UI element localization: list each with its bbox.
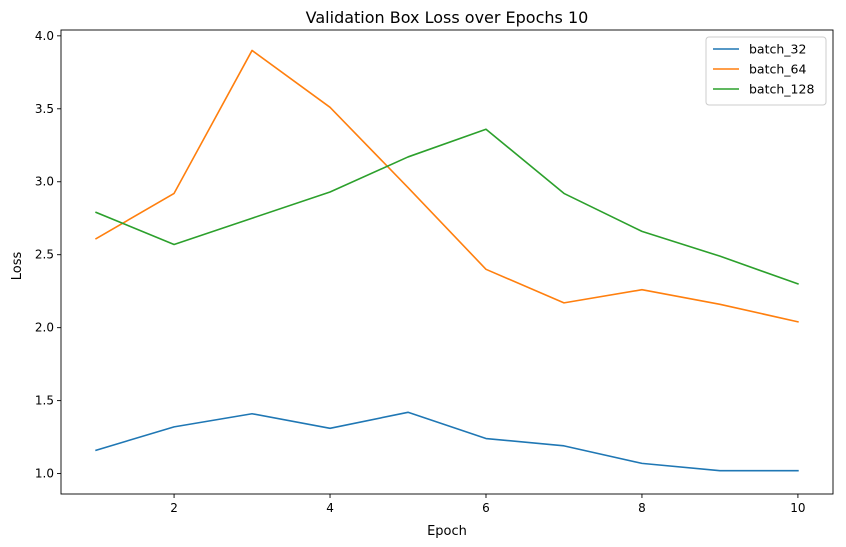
legend-label-batch_128: batch_128 bbox=[749, 82, 814, 97]
y-tick-label: 1.0 bbox=[35, 467, 54, 481]
y-tick-label: 4.0 bbox=[35, 29, 54, 43]
y-tick-label: 3.5 bbox=[35, 102, 54, 116]
y-tick-label: 1.5 bbox=[35, 394, 54, 408]
series-line-batch_64 bbox=[94, 49, 799, 323]
series-line-batch_32 bbox=[95, 411, 799, 472]
y-tick-label: 3.0 bbox=[35, 175, 54, 189]
y-tick-label: 2.0 bbox=[35, 321, 54, 335]
x-axis-label: Epoch bbox=[427, 524, 467, 539]
x-tick-label: 10 bbox=[790, 501, 805, 515]
legend-label-batch_32: batch_32 bbox=[749, 42, 806, 57]
y-tick-label: 2.5 bbox=[35, 248, 54, 262]
x-tick-label: 4 bbox=[326, 501, 334, 515]
legend: batch_32 batch_64 batch_128 bbox=[705, 36, 827, 106]
x-tick-label: 6 bbox=[482, 501, 490, 515]
plot-frame bbox=[60, 29, 834, 495]
x-tick-label: 8 bbox=[638, 501, 646, 515]
x-tick-label: 2 bbox=[170, 501, 178, 515]
legend-box bbox=[705, 36, 827, 106]
plot-area: 2 4 6 8 101.01.52.02.53.03.54.0batch_32batch… bbox=[35, 29, 834, 515]
y-axis-label: Loss bbox=[10, 252, 25, 281]
legend-label-batch_64: batch_64 bbox=[749, 62, 806, 77]
chart-title: Validation Box Loss over Epochs 10 bbox=[306, 8, 589, 27]
series-line-batch_128 bbox=[95, 128, 799, 285]
